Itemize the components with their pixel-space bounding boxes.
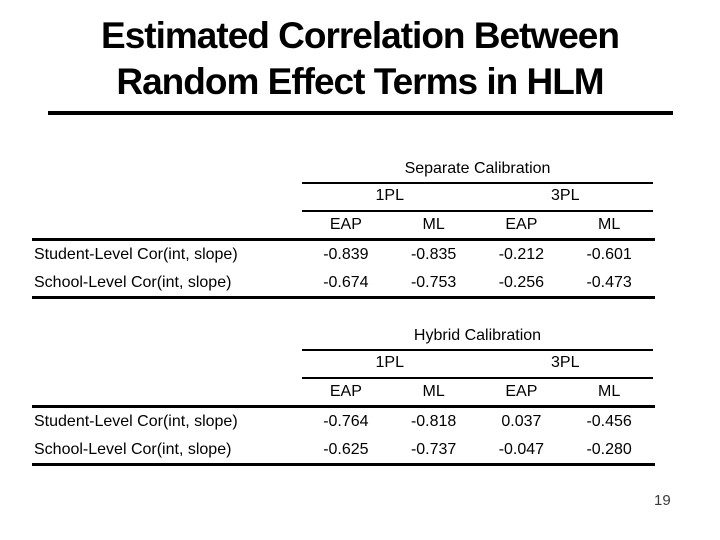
cell-value: -0.212 [498, 246, 545, 263]
cell-value: -0.473 [586, 274, 632, 291]
row-label: School-Level Cor(int, slope) [34, 274, 232, 291]
column-header-row: EAP ML EAP ML [302, 381, 653, 403]
title-underline [48, 111, 673, 115]
cell-value: -0.764 [323, 413, 369, 430]
table-rule [302, 210, 653, 212]
row-values: -0.839 -0.835 -0.212 -0.601 [302, 244, 653, 266]
column-header-ml-1pl: ML [422, 216, 445, 233]
page-number: 19 [654, 492, 671, 509]
slide-title-line-2: Random Effect Terms in HLM [116, 61, 604, 102]
table-row: School-Level Cor(int, slope) -0.625 -0.7… [32, 439, 655, 461]
model-header-row: 1PL 3PL [302, 352, 653, 374]
cell-value: -0.601 [586, 246, 632, 263]
column-header-eap-3pl: EAP [505, 216, 538, 233]
model-header-1pl: 1PL [375, 187, 404, 204]
table-group-header: Hybrid Calibration [413, 327, 542, 344]
separate-calibration-table: Separate Calibration 1PL 3PL EAP ML EAP … [32, 158, 655, 299]
table-rule [32, 463, 655, 466]
cell-value: -0.839 [323, 246, 369, 263]
table-rule [32, 238, 655, 241]
cell-value: -0.280 [586, 441, 632, 458]
table-group-header: Separate Calibration [404, 160, 551, 177]
cell-value: -0.753 [410, 274, 457, 291]
cell-value: -0.737 [410, 441, 457, 458]
slide-title-line-1: Estimated Correlation Between [101, 15, 620, 56]
cell-value: -0.674 [323, 274, 369, 291]
model-header-3pl: 3PL [551, 354, 580, 371]
row-values: -0.625 -0.737 -0.047 -0.280 [302, 439, 653, 461]
row-values: -0.674 -0.753 -0.256 -0.473 [302, 272, 653, 294]
hybrid-calibration-table: Hybrid Calibration 1PL 3PL EAP ML EAP ML… [32, 325, 655, 466]
column-header-eap-1pl: EAP [329, 216, 362, 233]
table-rule [302, 349, 653, 351]
row-label: School-Level Cor(int, slope) [34, 441, 232, 458]
column-header-ml-1pl: ML [422, 383, 445, 400]
column-header-row: EAP ML EAP ML [302, 214, 653, 236]
table-rule [32, 405, 655, 408]
slide-title: Estimated Correlation Between Random Eff… [0, 13, 720, 105]
model-header-1pl: 1PL [375, 354, 404, 371]
table-row: School-Level Cor(int, slope) -0.674 -0.7… [32, 272, 655, 294]
cell-value: -0.047 [498, 441, 545, 458]
cell-value: -0.818 [410, 413, 457, 430]
cell-value: -0.835 [410, 246, 457, 263]
column-header-eap-3pl: EAP [505, 383, 538, 400]
row-label: Student-Level Cor(int, slope) [34, 413, 238, 430]
table-rule [32, 296, 655, 299]
cell-value: -0.456 [586, 413, 632, 430]
cell-value: -0.625 [323, 441, 369, 458]
column-header-ml-3pl: ML [598, 216, 621, 233]
column-header-ml-3pl: ML [598, 383, 621, 400]
row-label: Student-Level Cor(int, slope) [34, 246, 238, 263]
table-rule [302, 182, 653, 184]
table-row: Student-Level Cor(int, slope) -0.764 -0.… [32, 411, 655, 433]
model-header-3pl: 3PL [551, 187, 580, 204]
column-header-eap-1pl: EAP [329, 383, 362, 400]
table-row: Student-Level Cor(int, slope) -0.839 -0.… [32, 244, 655, 266]
model-header-row: 1PL 3PL [302, 185, 653, 207]
table-rule [302, 377, 653, 379]
row-values: -0.764 -0.818 0.037 -0.456 [302, 411, 653, 433]
cell-value: 0.037 [501, 413, 542, 430]
cell-value: -0.256 [498, 274, 545, 291]
